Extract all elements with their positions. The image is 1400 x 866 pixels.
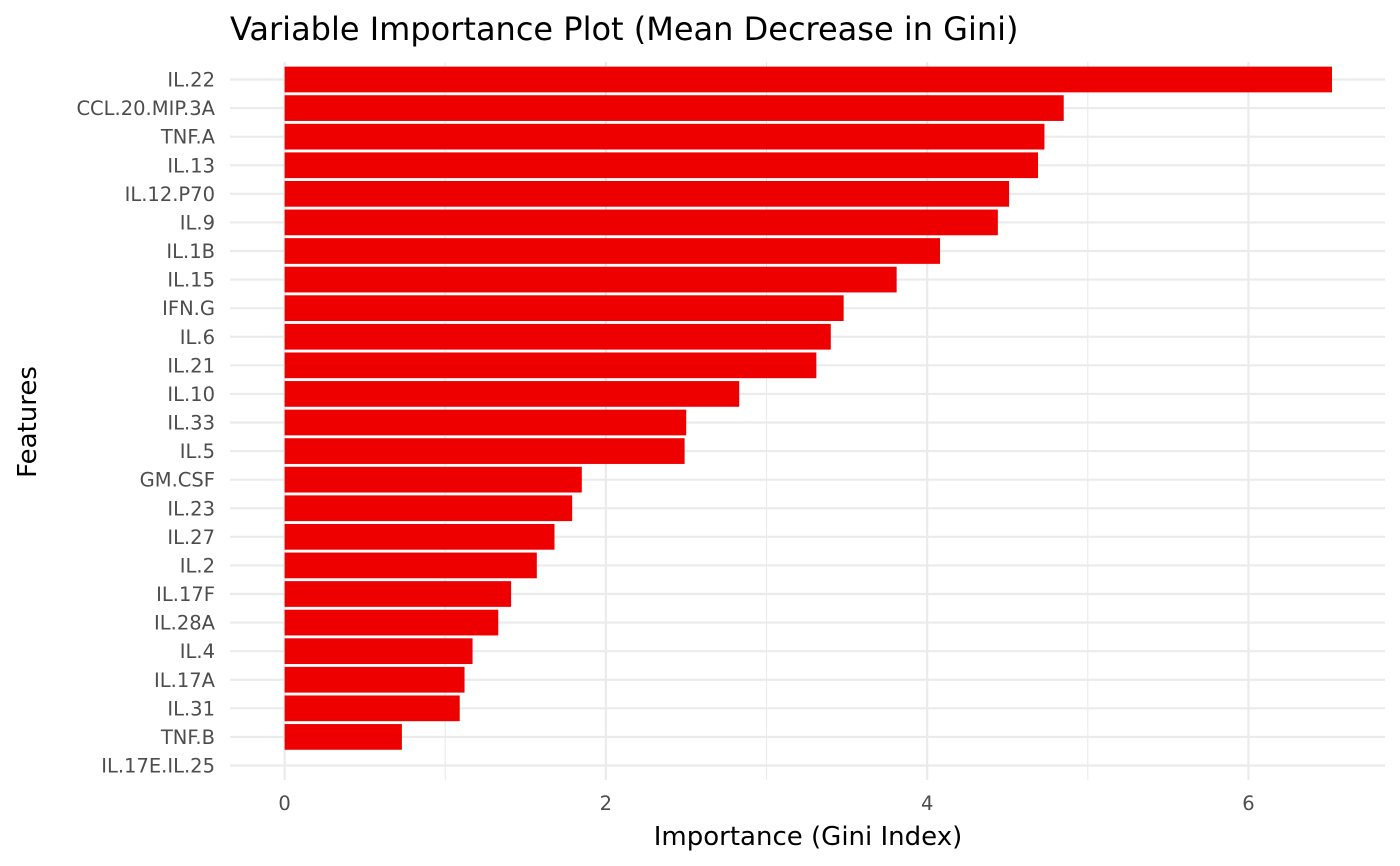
y-tick-label: IL.17A [154,669,216,692]
bar [284,438,685,464]
y-tick-label: IL.15 [167,269,215,292]
y-tick-labels: IL.22 CCL.20.MIP.3A TNF.A IL.13 IL.12.P70 IL.… [76,69,215,778]
x-tick-label: 0 [278,792,290,815]
y-tick-label: IL.22 [167,69,215,92]
bar [284,95,1064,121]
bar [284,724,402,750]
bar [284,552,537,579]
bar [284,638,473,665]
bar [284,266,897,293]
y-tick-label: IL.2 [180,554,215,577]
y-tick-label: IL.1B [166,240,215,263]
y-tick-label: IL.4 [180,640,215,663]
bar [284,409,687,436]
y-tick-label: IL.6 [180,326,215,349]
y-tick-label: IL.21 [167,354,215,377]
bar [284,381,740,407]
y-tick-label: CCL.20.MIP.3A [76,97,215,120]
y-tick-label: IL.12.P70 [125,183,215,206]
bar [284,152,1039,179]
chart-title: Variable Importance Plot (Mean Decrease … [230,10,1019,48]
bar [284,495,573,522]
bar [284,523,555,550]
y-tick-label: TNF.A [160,126,216,149]
x-tick-labels: 0 2 4 6 [278,792,1254,815]
bar [284,209,998,236]
bar [284,581,512,607]
y-tick-label: TNF.B [160,726,215,749]
bar [284,323,831,350]
y-tick-label: IL.9 [180,211,215,234]
bar [284,295,844,322]
bar [284,466,582,493]
y-tick-label: GM.CSF [140,469,215,492]
y-tick-label: IL.13 [167,154,215,177]
bar [284,352,817,379]
y-tick-label: IL.10 [167,383,215,406]
x-axis-title: Importance (Gini Index) [654,822,962,852]
y-tick-label: IL.27 [167,526,215,549]
y-tick-label: IL.31 [167,697,215,720]
y-axis-title: Features [13,366,43,478]
bar [284,180,1010,207]
bar [284,609,499,636]
y-tick-label: IL.23 [167,497,215,520]
y-tick-label: IL.33 [167,412,215,435]
y-tick-label: IL.5 [180,440,215,463]
x-tick-label: 2 [600,792,612,815]
y-tick-label: IL.17E.IL.25 [101,755,215,778]
y-tick-label: IL.28A [154,612,216,635]
y-tick-label: IL.17F [156,583,215,606]
bar [284,123,1045,150]
bars-layer [284,66,1332,750]
bar [284,238,941,264]
x-tick-label: 4 [921,792,933,815]
x-tick-label: 6 [1242,792,1254,815]
bar [284,666,465,693]
bar [284,66,1332,93]
bar [284,695,460,722]
y-tick-label: IFN.G [162,297,215,320]
